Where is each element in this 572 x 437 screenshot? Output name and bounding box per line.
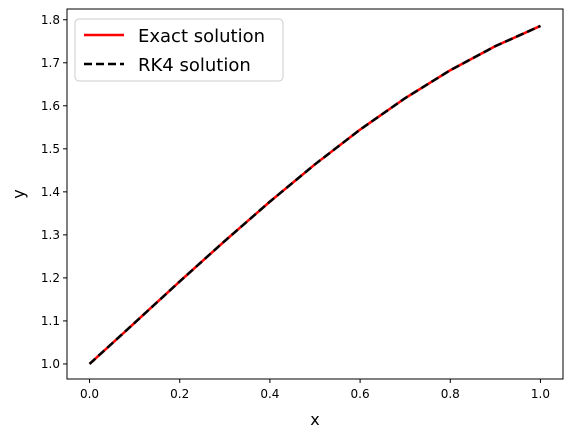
y-tick-label: 1.1 [41,314,60,328]
y-axis-title: y [9,189,28,198]
x-tick-label: 0.2 [170,387,189,401]
x-tick-label: 0.4 [260,387,279,401]
x-tick-label: 1.0 [531,387,550,401]
x-tick-label: 0.8 [441,387,460,401]
x-axis-ticks: 0.0 0.2 0.4 0.6 0.8 1.0 [80,379,550,401]
y-tick-label: 1.0 [41,357,60,371]
legend-box [74,18,284,82]
legend-label-exact: Exact solution [138,26,265,47]
y-tick-label: 1.7 [41,56,60,70]
x-tick-label: 0.0 [80,387,99,401]
y-tick-label: 1.8 [41,13,60,27]
y-tick-label: 1.4 [41,185,60,199]
x-tick-label: 0.6 [351,387,370,401]
y-axis-ticks: 1.0 1.1 1.2 1.3 1.4 1.5 1.6 1.7 1.8 [41,13,67,371]
legend: Exact solution RK4 solution [74,18,284,82]
y-tick-label: 1.6 [41,99,60,113]
series-line-rk4 [88,24,541,365]
y-tick-label: 1.3 [41,228,60,242]
plot-frame [66,8,564,380]
x-axis-title: x [310,410,319,429]
series-layer [88,24,541,365]
y-tick-label: 1.5 [41,142,60,156]
legend-label-rk4: RK4 solution [138,55,251,76]
y-tick-label: 1.2 [41,271,60,285]
